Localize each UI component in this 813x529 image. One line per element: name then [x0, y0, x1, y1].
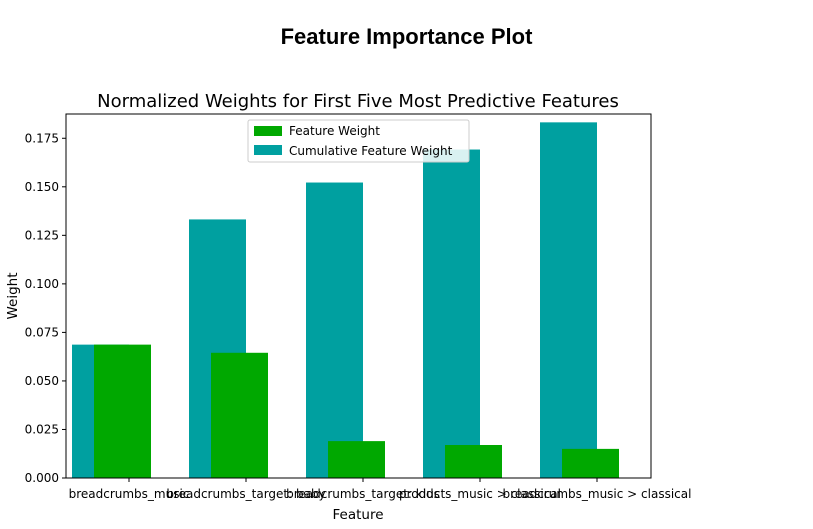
axes: 0.000 0.025 0.050 0.075 0.100 0.125 0.150 0.175…	[25, 131, 692, 501]
y-axis-label: Weight	[5, 272, 21, 319]
y-tick-label: 0.050	[25, 374, 59, 388]
y-tick-label: 0.000	[25, 471, 59, 485]
legend: Feature Weight Cumulative Feature Weight	[247, 119, 470, 163]
y-tick-label: 0.125	[25, 228, 59, 242]
x-tick-label: breadcrumbs_music	[69, 487, 190, 501]
bar-feature-weight-3	[328, 441, 385, 478]
y-tick-label: 0.175	[25, 131, 59, 145]
bar-feature-weight-1	[94, 344, 151, 478]
plot-frame	[65, 113, 652, 479]
page-title: Feature Importance Plot	[280, 24, 533, 49]
bar-cumulative-3	[306, 182, 363, 479]
legend-label-feature-weight: Feature Weight	[289, 124, 380, 138]
y-tick-label: 0.150	[25, 180, 59, 194]
chart-title: Normalized Weights for First Five Most P…	[97, 91, 619, 112]
plot-area	[72, 122, 619, 479]
x-tick-label: products_music > classical	[399, 487, 561, 501]
legend-swatch-feature-weight	[254, 126, 282, 136]
bar-feature-weight-4	[445, 444, 502, 478]
x-axis-label: Feature	[332, 507, 383, 523]
x-tick-label: breadcrumbs_target: kids	[286, 487, 440, 501]
y-tick-label: 0.025	[25, 422, 59, 436]
bar-feature-weight-5	[562, 448, 619, 478]
y-tick-label: 0.075	[25, 325, 59, 339]
bar-cumulative-4	[423, 149, 480, 478]
x-tick-label: breadcrumbs_target: baby	[166, 487, 325, 501]
y-tick-label: 0.100	[25, 277, 59, 291]
legend-swatch-cumulative-feature-weight	[254, 145, 282, 155]
bar-feature-weight-2	[211, 352, 268, 478]
bar-cumulative-5	[540, 122, 597, 479]
x-tick-label: breadcrumbs_music > classical	[503, 487, 692, 501]
legend-label-cumulative-feature-weight: Cumulative Feature Weight	[289, 144, 453, 158]
legend-box	[247, 119, 470, 163]
